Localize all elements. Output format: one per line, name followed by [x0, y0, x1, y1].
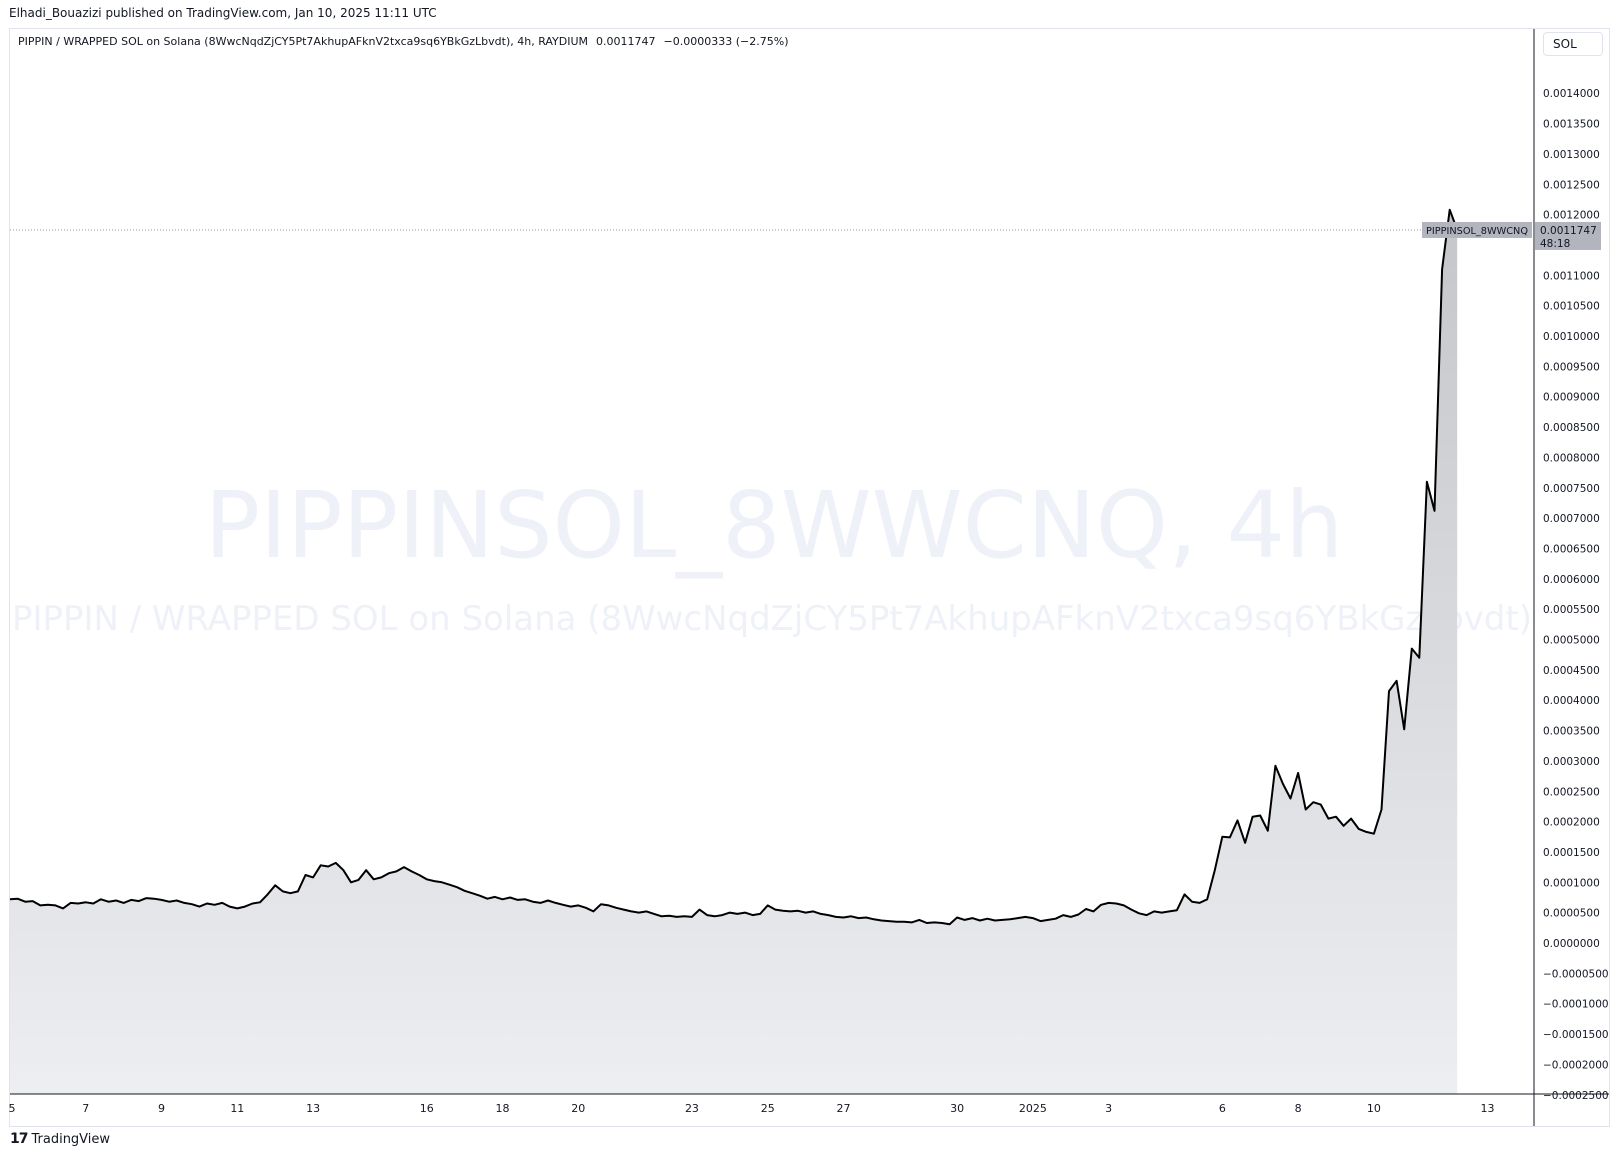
footer-brand[interactable]: 17 TradingView — [10, 1131, 110, 1147]
y-tick-label: 0.0006000 — [1543, 574, 1600, 586]
y-tick-label: 0.0012000 — [1543, 210, 1600, 222]
y-tick-label: −0.0002500 — [1543, 1090, 1609, 1102]
x-tick-label: 20 — [571, 1102, 585, 1115]
axes: 0.0014000 0.0013500 0.0013000 0.0012500 0.00… — [9, 29, 1609, 1126]
legend-last-price: 0.0011747 — [596, 35, 656, 48]
y-tick-label: −0.0000500 — [1543, 968, 1609, 980]
x-tick-label: 8 — [1295, 1102, 1302, 1115]
y-tick-label: 0.0003500 — [1543, 726, 1600, 738]
price-tag-bg — [1535, 221, 1601, 250]
y-tick-label: 0.0008000 — [1543, 452, 1600, 464]
y-tick-label: 0.0014000 — [1543, 88, 1600, 100]
watermark-description: PIPPIN / WRAPPED SOL on Solana (8WwcNqdZ… — [12, 599, 1532, 639]
x-tick-label: 27 — [836, 1102, 850, 1115]
y-tick-label: 0.0006500 — [1543, 543, 1600, 555]
y-tick-label: 0.0008500 — [1543, 422, 1600, 434]
x-tick-label: 7 — [82, 1102, 89, 1115]
y-tick-label: 0.0007000 — [1543, 513, 1600, 525]
area-fill — [10, 209, 1458, 1094]
x-tick-label: 30 — [950, 1102, 964, 1115]
y-tick-label: 0.0004500 — [1543, 665, 1600, 677]
x-tick-label: 16 — [420, 1102, 434, 1115]
y-tick-label: 0.0013000 — [1543, 149, 1600, 161]
y-tick-label: 0.0007500 — [1543, 483, 1600, 495]
watermark: PIPPINSOL_8WWCNQ, 4h PIPPIN / WRAPPED SO… — [12, 472, 1532, 639]
y-tick-label: 0.0010000 — [1543, 331, 1600, 343]
y-tick-label: 0.0003000 — [1543, 756, 1600, 768]
y-tick-label: 0.0002500 — [1543, 786, 1600, 798]
x-tick-label: 6 — [1219, 1102, 1226, 1115]
x-tick-label: 9 — [158, 1102, 165, 1115]
chart-frame — [9, 28, 1610, 1127]
footer-brand-label: TradingView — [31, 1131, 111, 1147]
countdown-tag: 48:18 — [1540, 238, 1570, 250]
y-tick-label: −0.0001000 — [1543, 999, 1609, 1011]
y-tick-label: 0.0001500 — [1543, 847, 1600, 859]
y-tick-label: 0.0004000 — [1543, 695, 1600, 707]
y-tick-label: 0.0011000 — [1543, 270, 1600, 282]
currency-button[interactable]: SOL — [1543, 32, 1603, 56]
watermark-symbol: PIPPINSOL_8WWCNQ, 4h — [205, 472, 1344, 579]
y-tick-label: 0.0013500 — [1543, 119, 1600, 131]
x-tick-label: 5 — [9, 1102, 16, 1115]
y-tick-label: 0.0000500 — [1543, 908, 1600, 920]
price-area — [9, 208, 1534, 1094]
legend-symbol: PIPPIN / WRAPPED SOL on Solana (8WwcNqdZ… — [18, 35, 589, 48]
x-tick-label: 23 — [685, 1102, 699, 1115]
price-line — [9, 208, 1459, 926]
y-tick-label: 0.0000000 — [1543, 938, 1600, 950]
y-tick-label: 0.0010500 — [1543, 301, 1600, 313]
x-tick-label: 3 — [1105, 1102, 1112, 1115]
y-tick-label: 0.0012500 — [1543, 179, 1600, 191]
x-tick-label: 2025 — [1019, 1102, 1047, 1115]
y-tick-label: 0.0001000 — [1543, 877, 1600, 889]
x-tick-label: 25 — [761, 1102, 775, 1115]
x-tick-label: 11 — [230, 1102, 244, 1115]
x-tick-label: 13 — [1481, 1102, 1495, 1115]
x-tick-label: 13 — [306, 1102, 320, 1115]
publish-info: Elhadi_Bouazizi published on TradingView… — [9, 6, 437, 20]
x-tick-label: 18 — [496, 1102, 510, 1115]
price-tag: 0.0011747 — [1540, 225, 1597, 237]
y-tick-label: −0.0001500 — [1543, 1029, 1609, 1041]
y-tick-label: 0.0002000 — [1543, 817, 1600, 829]
y-tick-label: 0.0009500 — [1543, 361, 1600, 373]
y-tick-label: 0.0009000 — [1543, 392, 1600, 404]
y-tick-label: −0.0002000 — [1543, 1059, 1609, 1071]
chart-legend: PIPPIN / WRAPPED SOL on Solana (8WwcNqdZ… — [18, 35, 789, 48]
symbol-tag: PIPPINSOL_8WWCNQ — [1426, 226, 1528, 237]
tradingview-logo-icon: 17 — [10, 1131, 29, 1147]
legend-change: −0.0000333 (−2.75%) — [663, 35, 789, 48]
symbol-tag-bg — [1422, 221, 1532, 238]
y-tick-label: 0.0005500 — [1543, 604, 1600, 616]
y-tick-label: 0.0005000 — [1543, 635, 1600, 647]
x-tick-label: 10 — [1367, 1102, 1381, 1115]
